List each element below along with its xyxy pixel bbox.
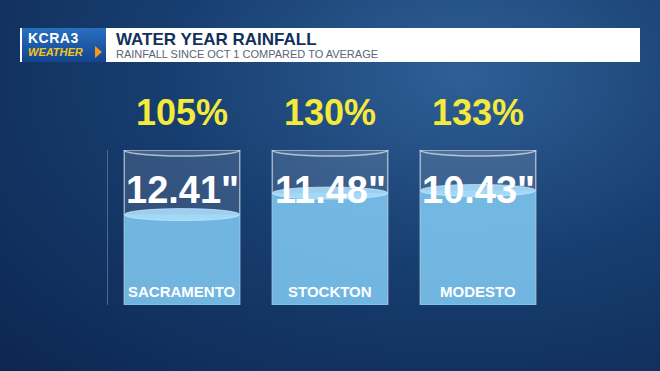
svg-text:133%: 133%	[432, 92, 524, 133]
svg-text:105%: 105%	[136, 92, 228, 133]
html-text:KCRA3: KCRA3	[28, 30, 79, 46]
svg-text:10.43": 10.43"	[422, 169, 535, 211]
html-text:RAINFALL SINCE OCT 1 COMPARED: RAINFALL SINCE OCT 1 COMPARED TO AVERAGE	[116, 48, 378, 60]
svg-text:SACRAMENTO: SACRAMENTO	[128, 283, 236, 300]
svg-text:11.48": 11.48"	[275, 169, 386, 211]
svg-text:130%: 130%	[284, 92, 376, 133]
svg-text:12.41": 12.41"	[126, 169, 239, 211]
svg-text:STOCKTON: STOCKTON	[288, 283, 372, 300]
svg-text:MODESTO: MODESTO	[440, 283, 516, 300]
html-text:WEATHER: WEATHER	[28, 46, 83, 58]
html-text:WATER YEAR RAINFALL: WATER YEAR RAINFALL	[116, 30, 317, 49]
